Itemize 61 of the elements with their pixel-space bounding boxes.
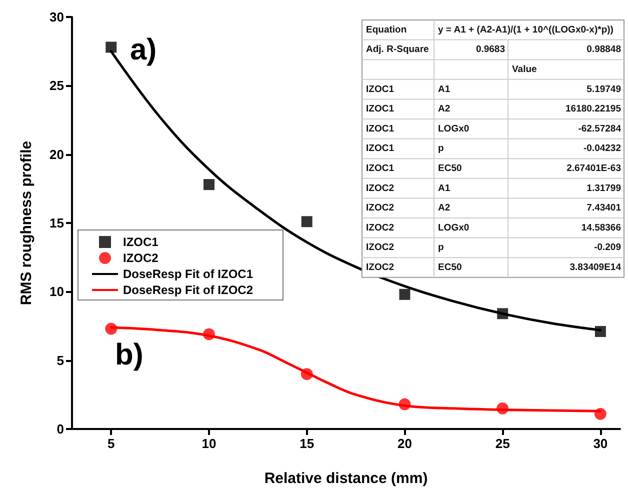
annotation: EC50 bbox=[438, 262, 462, 273]
annotation: IZOC2 bbox=[366, 182, 394, 194]
annotation: A2 bbox=[438, 202, 450, 214]
y-tick-label: 20 bbox=[50, 146, 64, 162]
annotation: Value bbox=[512, 64, 537, 75]
y-tick-label: 30 bbox=[50, 10, 64, 24]
x-axis-title: Relative distance (mm) bbox=[264, 470, 428, 487]
y-tick-label: 25 bbox=[50, 78, 64, 94]
legend-label: IZOC1 bbox=[123, 235, 159, 249]
point bbox=[399, 288, 410, 300]
annotation: -62.57284 bbox=[578, 123, 622, 134]
annotation: A1 bbox=[438, 84, 451, 95]
legend-label: DoseResp Fit of IZOC2 bbox=[123, 283, 254, 297]
x-tick-label: 10 bbox=[202, 436, 216, 451]
y-axis-title: RMS roughness profile bbox=[18, 140, 35, 306]
annotation: 0.98848 bbox=[586, 44, 621, 56]
annotation: 3.83409E14 bbox=[570, 262, 622, 273]
y-tick-label: 10 bbox=[50, 284, 64, 300]
annotation: 14.58366 bbox=[581, 222, 621, 234]
annotation: IZOC1 bbox=[366, 123, 395, 134]
point bbox=[204, 179, 214, 190]
annotation: IZOC1 bbox=[366, 163, 395, 174]
x-tick-label: 25 bbox=[495, 436, 510, 451]
annotation: -0.04232 bbox=[583, 143, 621, 154]
annotation: 2.67401E-63 bbox=[566, 163, 621, 174]
annotation: 0.9683 bbox=[476, 44, 505, 56]
annotation: a) bbox=[130, 34, 157, 66]
annotation: -0.209 bbox=[594, 242, 621, 254]
y-tick-label: 0 bbox=[56, 422, 64, 436]
annotation: IZOC1 bbox=[366, 84, 395, 95]
x-tick-label: 15 bbox=[300, 436, 314, 451]
point bbox=[106, 42, 117, 53]
legend-label: DoseResp Fit of IZOC1 bbox=[123, 267, 254, 281]
annotation: Equation bbox=[366, 24, 407, 36]
annotation: Adj. R-Square bbox=[366, 44, 429, 56]
annotation: A2 bbox=[438, 104, 450, 115]
annotation: IZOC2 bbox=[366, 222, 394, 234]
annotation: IZOC2 bbox=[366, 202, 394, 214]
point bbox=[301, 216, 312, 228]
annotation: LOGx0 bbox=[438, 123, 470, 134]
y-tick-label: 5 bbox=[56, 352, 64, 368]
annotation: 16180.22195 bbox=[566, 104, 622, 115]
annotation: LOGx0 bbox=[438, 222, 470, 234]
annotation: 7.43401 bbox=[586, 202, 622, 214]
annotation: b) bbox=[115, 338, 144, 372]
annotation: p bbox=[438, 242, 444, 254]
annotation: 5.19749 bbox=[586, 84, 621, 95]
annotation: 1.31799 bbox=[586, 182, 621, 194]
annotation: y = A1 + (A2-A1)/(1 + 10^((LOGx0-x)*p)) bbox=[438, 24, 614, 36]
annotation: IZOC2 bbox=[366, 242, 394, 254]
legend-label: IZOC2 bbox=[123, 251, 159, 265]
x-tick-label: 5 bbox=[108, 436, 115, 451]
x-tick-label: 20 bbox=[397, 436, 412, 451]
annotation: EC50 bbox=[438, 163, 462, 174]
x-tick-label: 30 bbox=[593, 436, 608, 451]
y-tick-label: 15 bbox=[50, 216, 64, 230]
annotation: IZOC2 bbox=[366, 262, 394, 273]
annotation: A1 bbox=[438, 182, 451, 194]
annotation: p bbox=[438, 143, 444, 154]
annotation: IZOC1 bbox=[366, 104, 395, 115]
annotation: IZOC1 bbox=[366, 143, 395, 154]
